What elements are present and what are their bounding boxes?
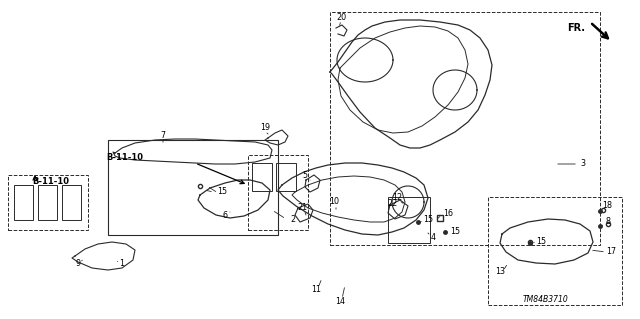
Text: 10: 10 <box>329 197 339 206</box>
Bar <box>388 197 430 243</box>
Text: 12: 12 <box>392 192 402 202</box>
Text: 5: 5 <box>303 172 308 181</box>
Bar <box>248 155 308 230</box>
Text: 15: 15 <box>217 188 227 197</box>
Bar <box>330 12 600 245</box>
Text: 15: 15 <box>536 236 546 246</box>
Bar <box>8 175 88 230</box>
Text: 19: 19 <box>260 123 270 132</box>
Text: 11: 11 <box>311 286 321 294</box>
Text: 3: 3 <box>580 160 586 168</box>
Text: 2: 2 <box>291 216 296 225</box>
Text: 22: 22 <box>388 199 398 209</box>
Text: 15: 15 <box>450 227 460 236</box>
Text: 1: 1 <box>120 258 125 268</box>
Text: 4: 4 <box>431 233 435 241</box>
Text: 18: 18 <box>602 201 612 210</box>
Text: 14: 14 <box>335 296 345 306</box>
Bar <box>14 185 33 220</box>
Bar <box>62 185 81 220</box>
Text: 16: 16 <box>443 209 453 218</box>
Bar <box>276 163 296 191</box>
Text: FR.: FR. <box>567 23 585 33</box>
Text: 13: 13 <box>495 268 505 277</box>
Bar <box>38 185 57 220</box>
Text: 21: 21 <box>297 204 307 212</box>
Text: 6: 6 <box>223 211 227 219</box>
Text: 15: 15 <box>423 216 433 225</box>
Text: 9: 9 <box>76 258 81 268</box>
Bar <box>108 140 278 235</box>
Text: 7: 7 <box>161 130 166 139</box>
Text: TM84B3710: TM84B3710 <box>523 295 569 305</box>
Text: 20: 20 <box>336 12 346 21</box>
Text: 17: 17 <box>606 247 616 256</box>
Text: B-11-10: B-11-10 <box>106 153 143 162</box>
Bar <box>252 163 272 191</box>
Text: B-11-10: B-11-10 <box>32 177 69 187</box>
Bar <box>488 197 622 305</box>
Text: 8: 8 <box>605 218 611 226</box>
